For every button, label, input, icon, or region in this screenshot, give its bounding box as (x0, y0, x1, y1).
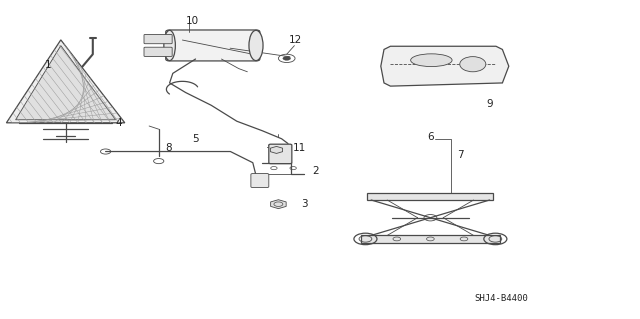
Polygon shape (381, 46, 509, 86)
Polygon shape (270, 146, 283, 153)
Text: 3: 3 (301, 199, 307, 209)
Circle shape (283, 56, 291, 60)
Text: 8: 8 (165, 143, 172, 153)
Text: 4: 4 (115, 118, 122, 128)
Text: 7: 7 (458, 150, 464, 160)
Polygon shape (6, 40, 125, 123)
Text: 2: 2 (312, 166, 319, 176)
Text: 12: 12 (289, 35, 302, 45)
FancyBboxPatch shape (361, 235, 500, 243)
FancyBboxPatch shape (144, 47, 172, 56)
Ellipse shape (249, 30, 263, 61)
FancyBboxPatch shape (367, 193, 493, 200)
FancyBboxPatch shape (251, 174, 269, 188)
Text: SHJ4-B4400: SHJ4-B4400 (474, 294, 528, 303)
FancyBboxPatch shape (144, 34, 172, 44)
Ellipse shape (164, 30, 175, 61)
Text: 9: 9 (486, 99, 493, 109)
Text: 10: 10 (186, 16, 198, 26)
FancyBboxPatch shape (269, 144, 292, 164)
FancyBboxPatch shape (166, 30, 260, 61)
Ellipse shape (460, 57, 486, 72)
Text: 6: 6 (427, 131, 433, 142)
Text: 1: 1 (45, 60, 51, 70)
Polygon shape (271, 200, 286, 209)
Ellipse shape (411, 54, 452, 67)
Text: 5: 5 (192, 134, 198, 144)
Text: 11: 11 (293, 143, 306, 153)
Polygon shape (15, 46, 116, 120)
